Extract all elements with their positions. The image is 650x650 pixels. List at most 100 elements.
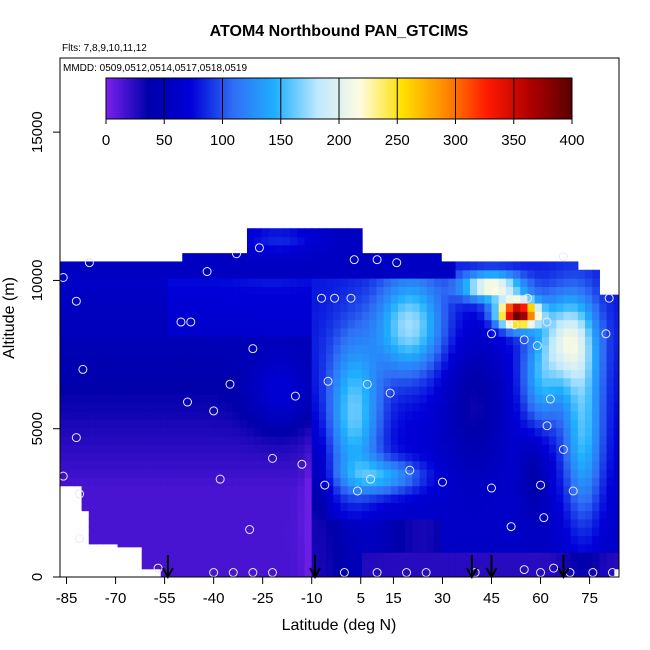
heat-cell xyxy=(232,269,241,279)
heat-cell xyxy=(556,477,565,487)
heat-cell xyxy=(275,394,284,404)
heat-cell xyxy=(254,286,262,296)
heat-cell xyxy=(311,485,320,495)
heat-cell xyxy=(469,319,478,329)
heat-cell xyxy=(448,302,457,312)
heat-cell xyxy=(398,518,406,528)
heat-cell xyxy=(398,311,406,321)
heat-cell xyxy=(67,261,75,271)
heat-cell xyxy=(585,352,593,362)
heat-cell xyxy=(376,435,385,445)
heat-cell xyxy=(153,294,162,304)
heat-cell xyxy=(376,261,385,271)
heat-cell xyxy=(203,261,212,271)
heat-cell xyxy=(196,327,205,337)
heat-cell xyxy=(405,543,413,553)
heat-cell xyxy=(175,560,183,570)
heat-cell xyxy=(426,510,435,520)
heat-cell xyxy=(549,361,557,370)
heat-cell xyxy=(261,311,270,321)
heat-cell xyxy=(60,278,68,287)
heat-cell xyxy=(441,552,449,561)
heat-cell xyxy=(347,394,356,404)
heat-cell xyxy=(340,269,349,279)
heat-cell xyxy=(347,435,356,445)
heat-cell xyxy=(362,394,370,404)
heat-cell xyxy=(477,527,485,537)
heat-cell xyxy=(103,344,111,354)
heat-cell xyxy=(182,485,191,495)
heat-cell xyxy=(103,352,111,362)
heat-cell xyxy=(110,394,119,404)
heat-cell xyxy=(383,294,392,304)
heat-cell xyxy=(354,269,363,279)
heat-cell xyxy=(383,493,392,503)
heat-cell xyxy=(146,469,155,478)
x-tick-label: 45 xyxy=(483,590,500,607)
heat-cell xyxy=(419,402,428,412)
heat-cell xyxy=(268,377,277,387)
heat-cell xyxy=(398,319,406,329)
heat-cell xyxy=(455,535,464,545)
heat-cell xyxy=(383,402,392,412)
heat-cell xyxy=(433,386,442,395)
heat-cell xyxy=(218,286,227,296)
heat-cell xyxy=(556,460,565,470)
heat-cell xyxy=(354,435,363,445)
heat-cell xyxy=(354,228,363,238)
heat-cell xyxy=(426,444,435,454)
heat-cell xyxy=(477,510,485,520)
heat-cell xyxy=(275,560,284,570)
heat-cell xyxy=(268,244,277,254)
heat-cell xyxy=(225,377,234,387)
heat-cell xyxy=(376,469,385,478)
heat-cell xyxy=(196,302,205,312)
heat-cell xyxy=(117,402,126,412)
sample-marker xyxy=(186,317,196,327)
heat-cell xyxy=(570,419,579,429)
heat-cell xyxy=(189,452,198,462)
heat-cell xyxy=(477,286,485,296)
heat-cell xyxy=(182,568,191,577)
heat-cell xyxy=(254,278,262,287)
heat-cell xyxy=(347,344,356,354)
heat-cell xyxy=(491,294,500,304)
heat-cell xyxy=(520,386,529,395)
sample-marker xyxy=(290,391,300,401)
heat-cell xyxy=(131,294,140,304)
heat-cell xyxy=(513,286,521,296)
heat-cell xyxy=(448,502,457,512)
heat-cell xyxy=(275,369,284,379)
heat-cell xyxy=(340,469,349,478)
heat-cell xyxy=(520,535,529,545)
heat-cell xyxy=(369,386,378,395)
heat-cell xyxy=(297,502,306,512)
heat-cell xyxy=(549,319,557,329)
heat-cell xyxy=(362,361,370,370)
heat-cell xyxy=(246,402,255,412)
heat-cell xyxy=(146,369,155,379)
heat-cell xyxy=(563,336,572,346)
heat-cell xyxy=(354,344,363,354)
heat-cell xyxy=(412,543,421,553)
heat-cell xyxy=(491,502,500,512)
heat-cell xyxy=(606,377,615,387)
heat-cell xyxy=(541,386,550,395)
heat-cell xyxy=(131,327,140,337)
heat-cell xyxy=(326,278,334,287)
heat-cell xyxy=(534,518,543,528)
heat-cell xyxy=(520,294,529,304)
heat-cell xyxy=(175,294,183,304)
heat-cell xyxy=(613,477,619,487)
heat-cell xyxy=(124,261,133,271)
heat-cell xyxy=(369,543,378,553)
heat-cell xyxy=(225,361,234,370)
heat-cell xyxy=(304,444,313,454)
heat-cell xyxy=(95,344,104,354)
heat-cell xyxy=(333,294,342,304)
heat-cell xyxy=(110,535,119,545)
heat-cell xyxy=(311,319,320,329)
heat-cell xyxy=(340,302,349,312)
x-tick-label: 15 xyxy=(385,590,402,607)
